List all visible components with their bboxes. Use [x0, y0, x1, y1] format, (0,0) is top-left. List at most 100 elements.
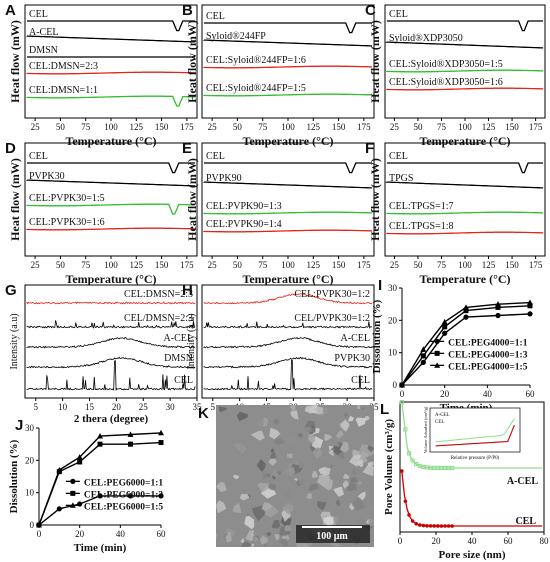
sem-particle	[319, 476, 333, 491]
panel-letter: I	[378, 277, 382, 294]
xrd-panel-G: G 5 10 15 20 25 30 35 2 thera (degree) Intensity …	[5, 282, 202, 425]
sem-particle	[322, 466, 331, 477]
sem-particle	[240, 538, 245, 544]
curve-label: CEL:DMSN=2:3	[29, 61, 98, 72]
dsc-panel-A: A 25 50 75 100 125 150 175 Temperature (°C) Heat …	[5, 2, 198, 148]
sem-particle	[358, 481, 363, 486]
sem-particle	[312, 447, 323, 459]
dsc-curve	[26, 179, 195, 187]
panel-letter: G	[5, 282, 17, 299]
panel-letter: F	[365, 140, 374, 157]
x-tick-label: 100	[281, 122, 295, 132]
sem-particle	[216, 481, 227, 493]
xrd-pattern	[26, 360, 196, 392]
data-point	[463, 308, 469, 314]
dsc-curve	[204, 162, 372, 174]
data-point	[443, 524, 447, 528]
pattern-label: CEL/DMSN=2:3	[124, 313, 193, 324]
legend-label: CEL:PEG6000=1:5	[84, 502, 164, 512]
panel-letter: D	[5, 140, 16, 157]
sem-particle	[270, 450, 277, 459]
data-point	[421, 523, 426, 528]
sem-particle	[283, 490, 291, 497]
sem-particle	[335, 499, 341, 506]
x-tick-label: 60	[526, 389, 536, 399]
x-tick-label: 40	[483, 389, 493, 399]
curve-label: CEL	[389, 151, 408, 162]
x-tick-label: 100	[281, 260, 295, 270]
y-axis-label: Heat flow (mW)	[8, 20, 22, 103]
x-tick-label: 20	[440, 389, 450, 399]
panel-letter: L	[380, 401, 389, 418]
dsc-curve	[26, 95, 196, 107]
x-tick-label: 125	[482, 122, 496, 132]
x-axis-label: Time (min)	[74, 542, 127, 554]
data-point	[407, 513, 411, 517]
dsc-curve	[26, 227, 196, 231]
x-tick-label: 100	[458, 122, 472, 132]
dsc-curve	[203, 211, 373, 215]
x-tick-label: 175	[357, 260, 371, 270]
scale-bar-label: 100 μm	[316, 531, 348, 542]
y-tick-label: 10	[388, 348, 398, 358]
data-point	[463, 314, 469, 320]
sem-particle	[361, 407, 366, 410]
dsc-curve	[26, 71, 196, 75]
x-tick-label: 25	[390, 260, 400, 270]
sem-particle	[355, 417, 367, 427]
xrd-pattern	[203, 360, 373, 391]
x-tick-label: 75	[437, 260, 447, 270]
data-point	[56, 467, 63, 473]
plot-frame	[201, 284, 375, 399]
sem-particle	[337, 451, 344, 460]
sem-panel-K: K 100 μm	[198, 405, 374, 547]
sem-particle	[304, 405, 315, 414]
x-tick-label: 10	[58, 402, 68, 412]
sem-particle	[269, 427, 281, 440]
x-tick-label: 5	[211, 402, 216, 412]
data-point	[406, 451, 412, 456]
sem-particle	[236, 411, 249, 422]
data-point	[420, 353, 426, 359]
data-point	[77, 459, 83, 465]
sem-particle	[296, 542, 311, 547]
data-point	[70, 478, 76, 484]
xrd-pattern	[26, 337, 196, 349]
x-tick-label: 0	[398, 536, 403, 546]
series-line	[401, 301, 531, 386]
y-axis-label: Heat flow (mW)	[185, 20, 199, 103]
inset-line	[435, 424, 515, 447]
sem-particle	[218, 406, 227, 413]
data-point	[420, 346, 427, 352]
x-tick-label: 35	[370, 402, 380, 412]
x-axis-label: Temperature (°C)	[65, 272, 156, 286]
series-label: CEL	[515, 516, 536, 527]
sem-particle	[268, 458, 277, 466]
dsc-curve	[27, 20, 195, 32]
sem-particle	[262, 472, 269, 479]
sem-particle	[296, 432, 304, 439]
series-label: A-CEL	[507, 476, 538, 487]
inset-frame	[429, 407, 521, 453]
dsc-curve	[203, 181, 372, 189]
sem-particle	[355, 514, 365, 529]
dsc-panel-E: E 25 50 75 100 125 150 175 Temperature (°C) Heat …	[182, 140, 375, 286]
sem-particle	[367, 461, 374, 468]
x-tick-label: 25	[208, 260, 218, 270]
sem-particle	[251, 505, 266, 522]
sem-particle	[330, 446, 343, 456]
dsc-curve	[386, 231, 544, 235]
sem-particle	[232, 502, 242, 513]
sem-particle	[356, 405, 361, 409]
x-tick-label: 40	[468, 536, 478, 546]
x-tick-label: 125	[482, 260, 496, 270]
pattern-label: CEL	[351, 375, 370, 386]
x-tick-label: 5	[34, 402, 39, 412]
data-point	[69, 502, 76, 508]
sem-particle	[368, 504, 374, 511]
x-tick-label: 175	[357, 122, 371, 132]
xrd-panel-H: H51015202530352 thera (degree)Intensity …	[182, 282, 379, 425]
sem-particle	[304, 426, 312, 433]
sem-particle	[340, 419, 350, 432]
sem-particle	[255, 418, 265, 429]
